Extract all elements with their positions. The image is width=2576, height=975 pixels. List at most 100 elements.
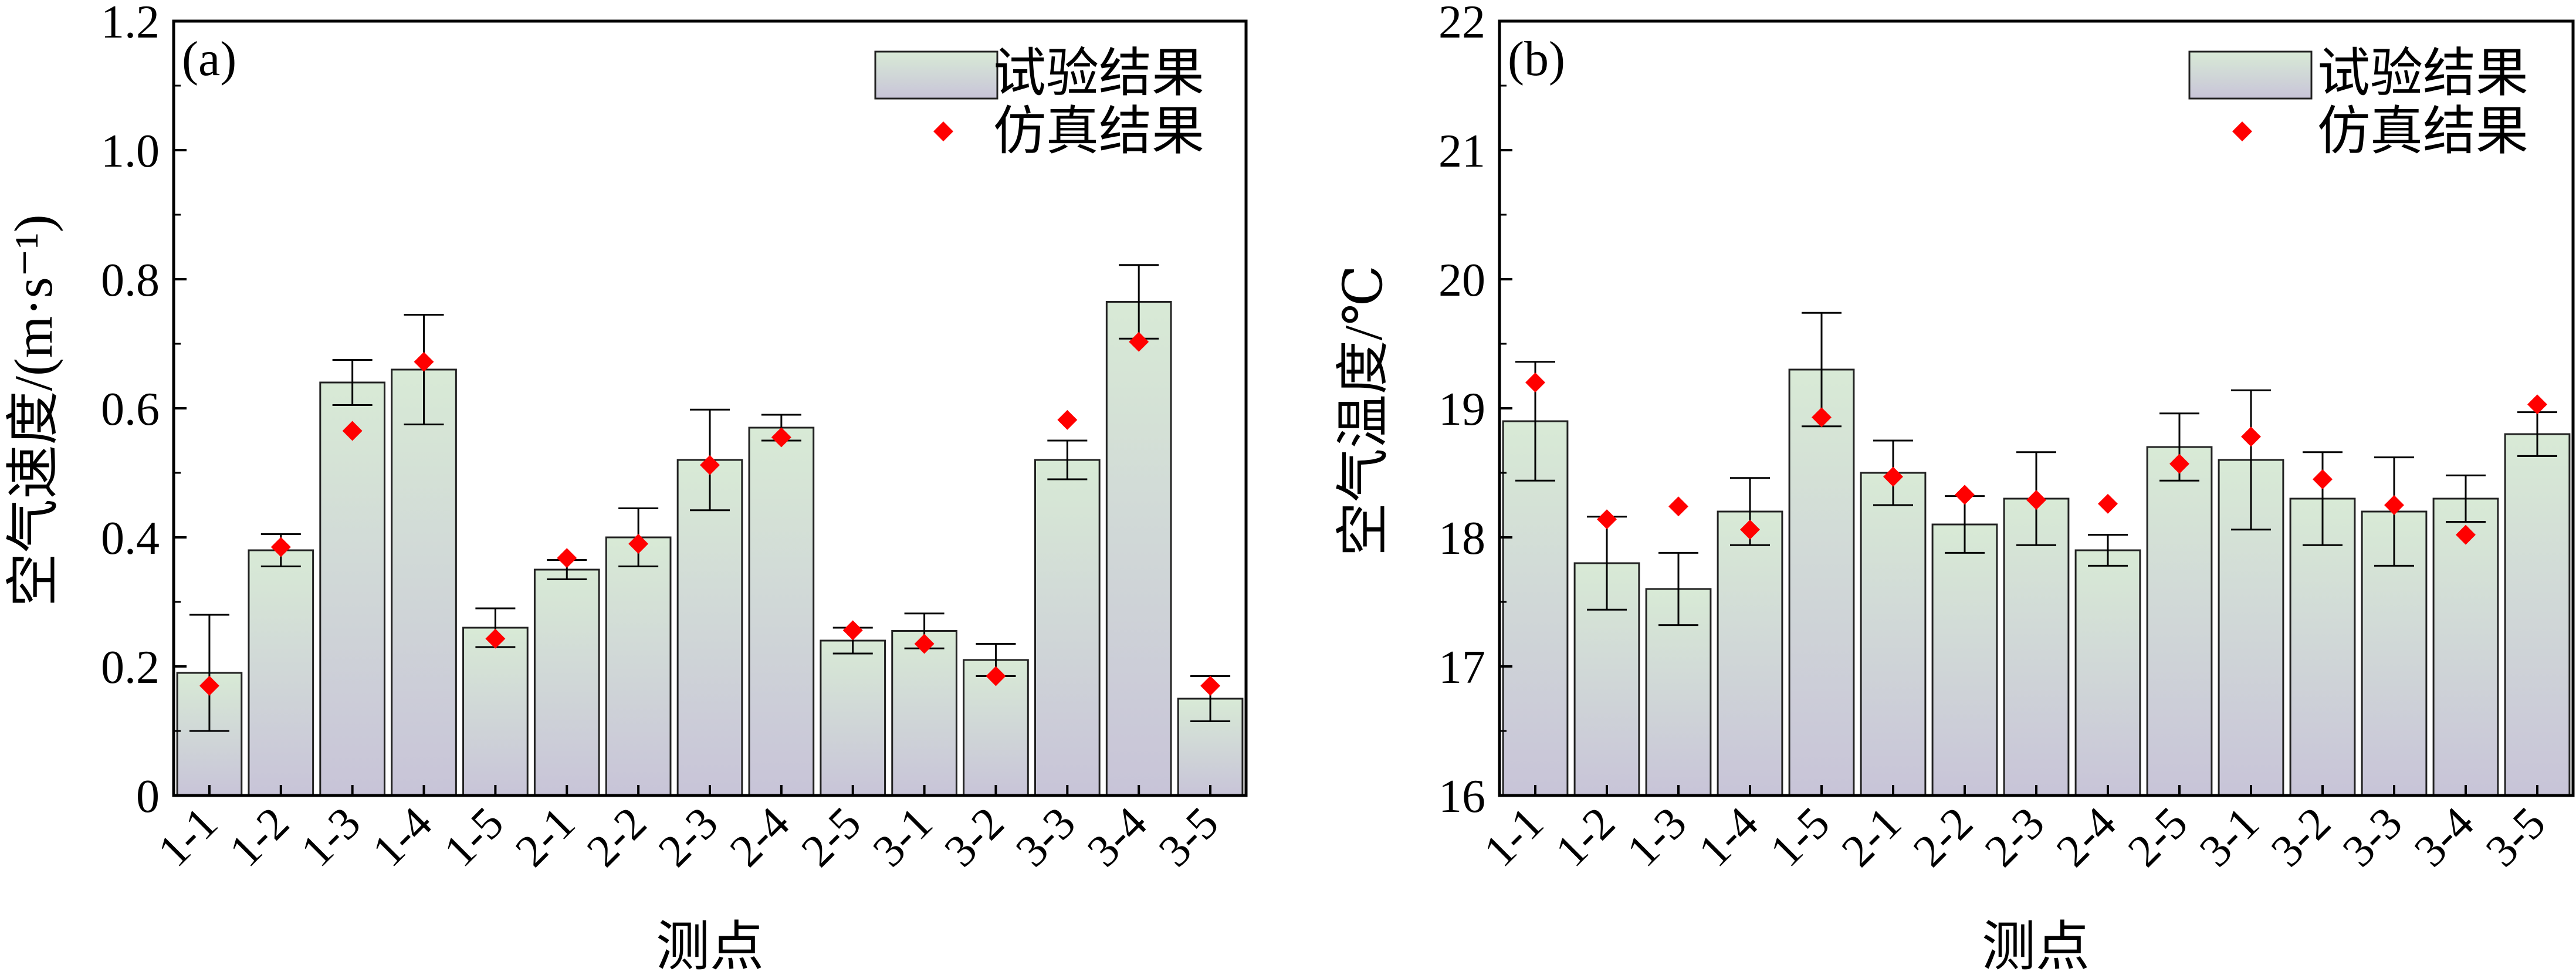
chart-a-marker-2-2 xyxy=(628,534,649,554)
chart-b-marker-1-3 xyxy=(1668,496,1688,517)
chart-b-error-bars xyxy=(1515,312,2557,627)
chart-b-marker-2-4 xyxy=(2098,493,2118,514)
chart-b-bar-2-3 xyxy=(2003,497,2070,797)
chart-a-marker-2-4 xyxy=(771,427,791,448)
chart-b-marker-3-1 xyxy=(2241,426,2261,447)
chart-a-error-bar-1-3 xyxy=(332,359,373,406)
chart-b-marker-3-2 xyxy=(2313,469,2333,489)
chart-b-x-tick-label: 3-3 xyxy=(2333,797,2412,876)
chart-a-markers xyxy=(199,331,1221,696)
chart-a-y-tick-label: 0.2 xyxy=(101,642,160,693)
chart-b-x-tick-label: 2-4 xyxy=(2046,797,2125,876)
chart-b-bar-2-1 xyxy=(1860,472,1927,797)
chart-a-x-tick-label: 1-4 xyxy=(363,797,442,876)
chart-a-x-axis-label: 测点 xyxy=(656,917,764,975)
chart-b-bars xyxy=(1502,368,2571,797)
chart-b-legend-bar-swatch xyxy=(2188,50,2313,100)
chart-b-legend-marker-label: 仿真结果 xyxy=(2317,103,2528,161)
chart-b-x-tick-label: 1-1 xyxy=(1474,797,1553,876)
chart-a-y-tick-label: 0.6 xyxy=(101,384,160,435)
chart-a-x-ticks: 1-11-21-31-41-52-12-22-32-42-53-13-23-33… xyxy=(148,785,1228,876)
chart-b-x-tick-label: 3-2 xyxy=(2261,797,2340,876)
chart-b-y-tick-label: 19 xyxy=(1438,384,1485,435)
chart-b-marker-1-2 xyxy=(1597,509,1617,530)
chart-a-y-tick-label: 1.2 xyxy=(101,0,160,48)
chart-a-x-tick-label: 3-2 xyxy=(934,797,1013,876)
chart-b-y-tick-label: 16 xyxy=(1438,771,1485,822)
chart-b-x-ticks: 1-11-21-31-41-52-12-22-32-42-53-13-23-33… xyxy=(1474,785,2555,876)
chart-b-y-tick-label: 22 xyxy=(1438,0,1485,48)
chart-b-bar-1-4 xyxy=(1717,510,1783,797)
chart-a-legend-bar-label: 试验结果 xyxy=(993,45,1204,103)
chart-a-legend-bar-swatch xyxy=(874,50,998,100)
chart-b-legend-marker xyxy=(2232,121,2252,141)
chart-a-marker-2-1 xyxy=(557,548,577,568)
chart-a-x-tick-label: 2-5 xyxy=(791,797,871,876)
chart-a-bar-1-2 xyxy=(248,549,314,797)
chart-b-error-bar-3-2 xyxy=(2303,451,2343,546)
chart-b-y-ticks: 16 17 18 19 20 21 22 xyxy=(1438,0,1512,822)
chart-a-x-tick-label: 2-4 xyxy=(720,797,799,876)
chart-b-marker-1-1 xyxy=(1525,373,1545,392)
chart-a-y-tick-label: 0.4 xyxy=(101,513,160,564)
chart-b-error-bar-3-4 xyxy=(2446,474,2486,523)
chart-a-bar-2-5 xyxy=(820,639,886,797)
chart-a-y-ticks: 0 0.2 0.4 0.6 0.8 1.0 1.2 xyxy=(101,0,187,822)
chart-b-panel-label: (b) xyxy=(1508,32,1565,86)
chart-a-x-tick-label: 1-1 xyxy=(148,797,227,876)
chart-b-y-tick-label: 17 xyxy=(1438,642,1485,693)
chart-a-marker-3-2 xyxy=(986,666,1006,686)
chart-a-panel-label: (a) xyxy=(182,32,236,86)
chart-b-legend-bar-label: 试验结果 xyxy=(2317,45,2528,103)
chart-a-marker-3-1 xyxy=(914,634,935,654)
chart-b-y-tick-label: 20 xyxy=(1438,255,1485,306)
chart-a-x-tick-label: 1-5 xyxy=(434,797,513,876)
chart-b-x-tick-label: 2-1 xyxy=(1832,797,1911,876)
chart-a-x-tick-label: 2-2 xyxy=(577,797,656,876)
chart-a-y-tick-label: 1.0 xyxy=(101,126,160,177)
chart-b-marker-2-2 xyxy=(1955,485,1975,505)
chart-a-x-tick-label: 2-3 xyxy=(648,797,727,876)
chart-b-x-tick-label: 1-2 xyxy=(1545,797,1624,876)
chart-a-marker-1-2 xyxy=(270,537,291,557)
chart-a-marker-2-5 xyxy=(842,620,863,641)
chart-a-bar-1-4 xyxy=(391,368,457,797)
chart-a-x-tick-label: 3-3 xyxy=(1006,797,1085,876)
chart-b-error-bar-3-1 xyxy=(2231,389,2271,531)
chart-b-x-tick-label: 3-5 xyxy=(2476,797,2555,876)
chart-a-error-bar-1-1 xyxy=(189,614,229,732)
chart-a-bar-1-5 xyxy=(462,627,529,797)
chart-a-legend-marker xyxy=(933,121,953,141)
chart-b-legend: 试验结果 仿真结果 xyxy=(2188,45,2528,161)
chart-a-marker-1-1 xyxy=(199,676,219,696)
chart-a-x-tick-label: 3-5 xyxy=(1149,797,1228,876)
chart-a-marker-3-4 xyxy=(1129,331,1149,352)
chart-b-x-tick-label: 3-4 xyxy=(2404,797,2483,876)
chart-b-y-tick-label: 18 xyxy=(1438,513,1485,564)
chart-b-x-tick-label: 1-3 xyxy=(1617,797,1696,876)
chart-b-bar-2-5 xyxy=(2146,446,2213,797)
chart-b-y-axis-label: 空气温度/℃ xyxy=(1333,265,1393,556)
chart-b-x-tick-label: 2-2 xyxy=(1903,797,1982,876)
chart-b-bar-1-3 xyxy=(1645,588,1712,797)
chart-a-legend: 试验结果 仿真结果 xyxy=(874,45,1204,161)
chart-b-x-tick-label: 2-5 xyxy=(2118,797,2197,876)
chart-a-bars xyxy=(176,301,1244,797)
chart-a-legend-marker-label: 仿真结果 xyxy=(993,103,1204,161)
chart-b-x-tick-label: 2-3 xyxy=(1975,797,2054,876)
chart-b-bar-1-5 xyxy=(1788,368,1855,797)
chart-b-bar-3-4 xyxy=(2432,497,2499,797)
chart-a-error-bar-3-3 xyxy=(1047,439,1088,480)
chart-a-marker-3-5 xyxy=(1200,676,1221,696)
chart-a-bar-2-3 xyxy=(676,459,743,797)
chart-a-x-tick-label: 1-3 xyxy=(291,797,370,876)
chart-b-x-axis-label: 测点 xyxy=(1982,917,2090,975)
chart-a-y-tick-label: 0.8 xyxy=(101,255,160,306)
chart-a: 00.20.40.60.81.01.2 1-11-21-31-41-52-12-… xyxy=(4,0,1248,975)
chart-b-bar-2-4 xyxy=(2074,549,2141,797)
chart-a-bar-2-1 xyxy=(533,568,600,797)
chart-b-x-tick-label: 3-1 xyxy=(2189,797,2269,876)
chart-a-bar-3-5 xyxy=(1177,698,1244,797)
